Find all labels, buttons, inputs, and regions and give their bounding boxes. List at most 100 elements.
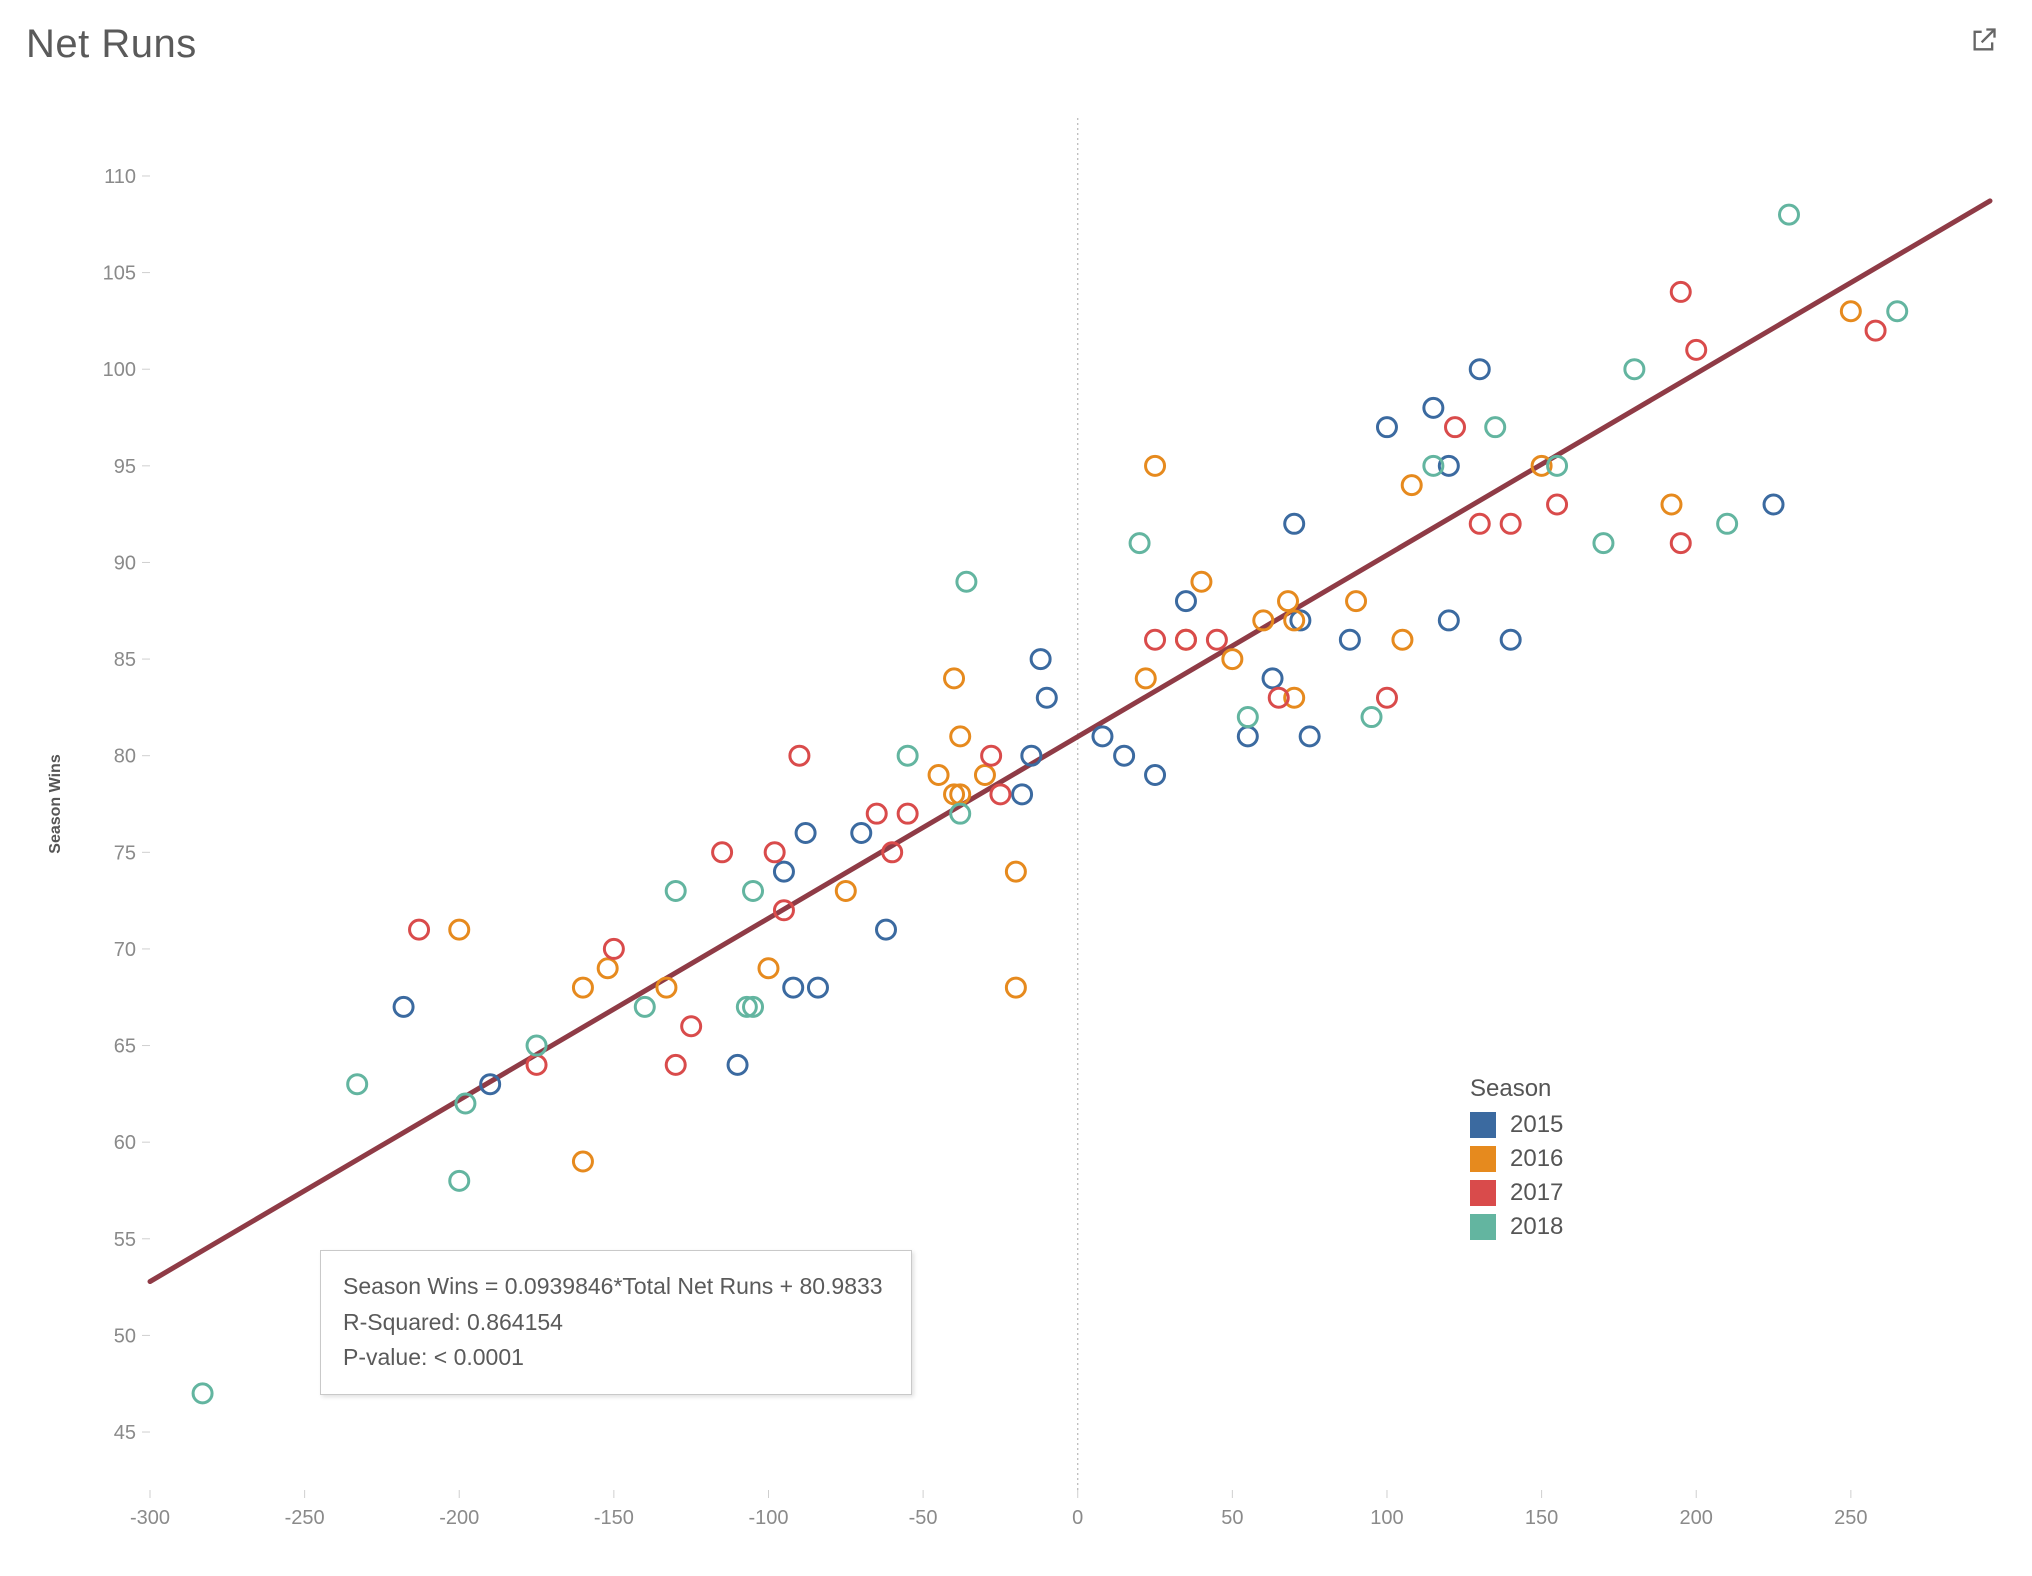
data-point[interactable]	[867, 804, 886, 823]
data-point[interactable]	[1115, 746, 1134, 765]
data-point[interactable]	[348, 1075, 367, 1094]
data-point[interactable]	[790, 746, 809, 765]
data-point[interactable]	[1223, 650, 1242, 669]
data-point[interactable]	[1439, 611, 1458, 630]
data-point[interactable]	[1031, 650, 1050, 669]
data-point[interactable]	[1340, 630, 1359, 649]
data-point[interactable]	[1548, 495, 1567, 514]
data-point[interactable]	[1146, 456, 1165, 475]
data-point[interactable]	[877, 920, 896, 939]
data-point[interactable]	[774, 862, 793, 881]
data-point[interactable]	[1238, 727, 1257, 746]
legend-swatch	[1470, 1146, 1496, 1172]
data-point[interactable]	[1006, 862, 1025, 881]
data-point[interactable]	[1779, 205, 1798, 224]
data-point[interactable]	[394, 997, 413, 1016]
data-point[interactable]	[410, 920, 429, 939]
data-point[interactable]	[1192, 572, 1211, 591]
data-point[interactable]	[929, 766, 948, 785]
data-point[interactable]	[1470, 514, 1489, 533]
y-axis-label: Season Wins	[47, 754, 64, 854]
x-tick-label: 250	[1834, 1507, 1867, 1529]
data-point[interactable]	[1718, 514, 1737, 533]
data-point[interactable]	[975, 766, 994, 785]
data-point[interactable]	[1136, 669, 1155, 688]
data-point[interactable]	[604, 939, 623, 958]
data-point[interactable]	[1501, 514, 1520, 533]
data-point[interactable]	[635, 997, 654, 1016]
legend-item[interactable]: 2015	[1470, 1111, 1563, 1139]
data-point[interactable]	[898, 746, 917, 765]
data-point[interactable]	[1402, 476, 1421, 495]
data-point[interactable]	[193, 1384, 212, 1403]
data-point[interactable]	[573, 978, 592, 997]
data-point[interactable]	[1377, 418, 1396, 437]
data-point[interactable]	[1671, 534, 1690, 553]
data-point[interactable]	[728, 1055, 747, 1074]
data-point[interactable]	[982, 746, 1001, 765]
data-point[interactable]	[527, 1055, 546, 1074]
legend-item[interactable]: 2016	[1470, 1145, 1563, 1173]
data-point[interactable]	[1300, 727, 1319, 746]
data-point[interactable]	[1263, 669, 1282, 688]
data-point[interactable]	[450, 920, 469, 939]
data-point[interactable]	[759, 959, 778, 978]
data-point[interactable]	[898, 804, 917, 823]
data-point[interactable]	[1238, 708, 1257, 727]
data-point[interactable]	[957, 572, 976, 591]
data-point[interactable]	[765, 843, 784, 862]
data-point[interactable]	[1594, 534, 1613, 553]
data-point[interactable]	[796, 823, 815, 842]
data-point[interactable]	[1279, 592, 1298, 611]
data-point[interactable]	[1866, 321, 1885, 340]
data-point[interactable]	[1207, 630, 1226, 649]
data-point[interactable]	[1470, 360, 1489, 379]
data-point[interactable]	[1176, 592, 1195, 611]
data-point[interactable]	[1013, 785, 1032, 804]
external-link-icon[interactable]	[1970, 26, 1998, 54]
data-point[interactable]	[1093, 727, 1112, 746]
data-point[interactable]	[1176, 630, 1195, 649]
data-point[interactable]	[1285, 514, 1304, 533]
data-point[interactable]	[1764, 495, 1783, 514]
data-point[interactable]	[1037, 688, 1056, 707]
data-point[interactable]	[1501, 630, 1520, 649]
data-point[interactable]	[744, 881, 763, 900]
data-point[interactable]	[1625, 360, 1644, 379]
data-point[interactable]	[598, 959, 617, 978]
data-point[interactable]	[1446, 418, 1465, 437]
data-point[interactable]	[450, 1171, 469, 1190]
data-point[interactable]	[1687, 340, 1706, 359]
legend-title: Season	[1470, 1075, 1563, 1103]
data-point[interactable]	[1146, 766, 1165, 785]
data-point[interactable]	[836, 881, 855, 900]
legend-label: 2016	[1510, 1145, 1563, 1173]
data-point[interactable]	[1393, 630, 1412, 649]
legend-swatch	[1470, 1180, 1496, 1206]
data-point[interactable]	[1146, 630, 1165, 649]
data-point[interactable]	[1841, 302, 1860, 321]
data-point[interactable]	[1424, 398, 1443, 417]
data-point[interactable]	[713, 843, 732, 862]
data-point[interactable]	[1362, 708, 1381, 727]
data-point[interactable]	[945, 669, 964, 688]
data-point[interactable]	[666, 1055, 685, 1074]
legend-item[interactable]: 2017	[1470, 1179, 1563, 1207]
data-point[interactable]	[573, 1152, 592, 1171]
data-point[interactable]	[1130, 534, 1149, 553]
data-point[interactable]	[1006, 978, 1025, 997]
legend-item[interactable]: 2018	[1470, 1213, 1563, 1241]
data-point[interactable]	[1888, 302, 1907, 321]
data-point[interactable]	[1671, 282, 1690, 301]
data-point[interactable]	[1377, 688, 1396, 707]
data-point[interactable]	[784, 978, 803, 997]
data-point[interactable]	[808, 978, 827, 997]
data-point[interactable]	[1662, 495, 1681, 514]
data-point[interactable]	[682, 1017, 701, 1036]
data-point[interactable]	[951, 727, 970, 746]
data-point[interactable]	[852, 823, 871, 842]
data-point[interactable]	[991, 785, 1010, 804]
data-point[interactable]	[1486, 418, 1505, 437]
data-point[interactable]	[666, 881, 685, 900]
data-point[interactable]	[1347, 592, 1366, 611]
